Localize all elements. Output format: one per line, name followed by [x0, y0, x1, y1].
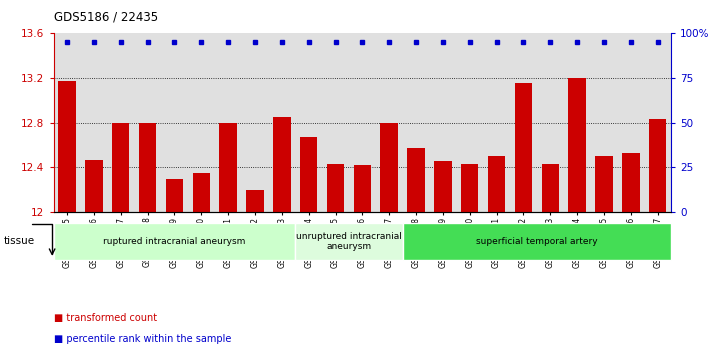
- Bar: [381, 122, 398, 212]
- Bar: [166, 179, 183, 212]
- Bar: [568, 78, 586, 212]
- Bar: [193, 173, 210, 212]
- Bar: [112, 122, 129, 212]
- Bar: [246, 190, 263, 212]
- Bar: [219, 122, 237, 212]
- Text: ■ percentile rank within the sample: ■ percentile rank within the sample: [54, 334, 231, 344]
- Bar: [542, 164, 559, 212]
- Text: ruptured intracranial aneurysm: ruptured intracranial aneurysm: [104, 237, 246, 246]
- Bar: [649, 119, 666, 212]
- Bar: [622, 153, 640, 212]
- Text: unruptured intracranial
aneurysm: unruptured intracranial aneurysm: [296, 232, 402, 251]
- Bar: [295, 223, 403, 260]
- Bar: [327, 164, 344, 212]
- Bar: [273, 117, 291, 212]
- Bar: [403, 223, 671, 260]
- Bar: [85, 160, 103, 212]
- Bar: [515, 83, 532, 212]
- Bar: [488, 156, 506, 212]
- Text: superficial temporal artery: superficial temporal artery: [476, 237, 598, 246]
- Bar: [595, 156, 613, 212]
- Bar: [59, 81, 76, 212]
- Text: tissue: tissue: [4, 236, 35, 246]
- Bar: [434, 161, 452, 212]
- Bar: [461, 164, 478, 212]
- Bar: [54, 223, 295, 260]
- Bar: [407, 148, 425, 212]
- Text: ■ transformed count: ■ transformed count: [54, 313, 156, 323]
- Bar: [300, 137, 318, 212]
- Bar: [353, 165, 371, 212]
- Bar: [139, 122, 156, 212]
- Text: GDS5186 / 22435: GDS5186 / 22435: [54, 11, 158, 24]
